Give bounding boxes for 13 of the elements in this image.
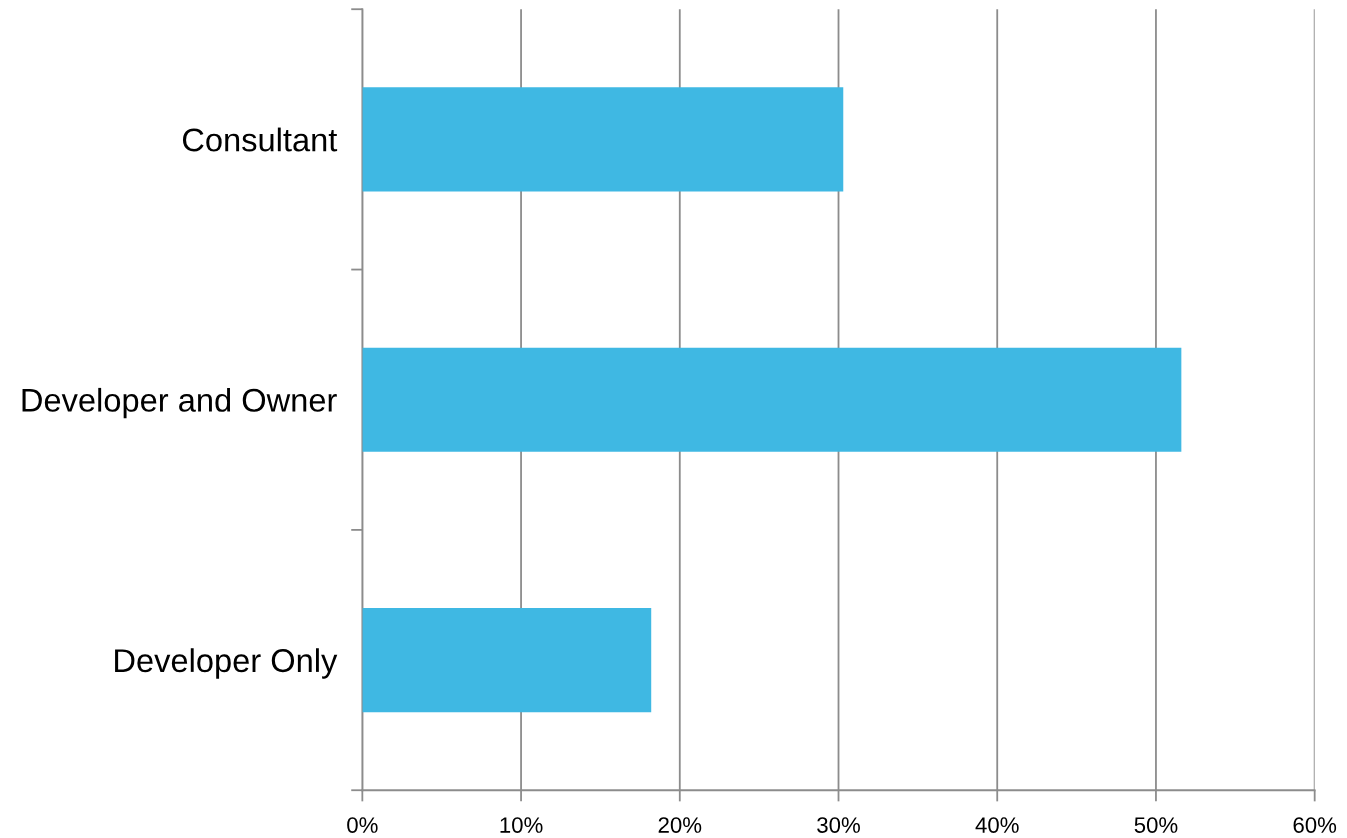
y-tick-label: Developer and Owner: [22, 387, 337, 419]
x-tick-label: 30%: [817, 817, 860, 833]
bar: [362, 608, 652, 713]
bar: [362, 347, 1182, 452]
x-tick-label: 60%: [1293, 817, 1337, 833]
x-tick-label: 0%: [347, 817, 378, 833]
bar: [362, 87, 844, 192]
x-tick-label: 40%: [975, 817, 1019, 833]
y-tick-label: Consultant: [182, 127, 338, 152]
x-tick-label: 50%: [1134, 817, 1178, 833]
x-tick-label: 20%: [658, 817, 702, 833]
y-tick-label: Developer Only: [115, 648, 338, 679]
x-tick-label: 10%: [500, 817, 543, 833]
